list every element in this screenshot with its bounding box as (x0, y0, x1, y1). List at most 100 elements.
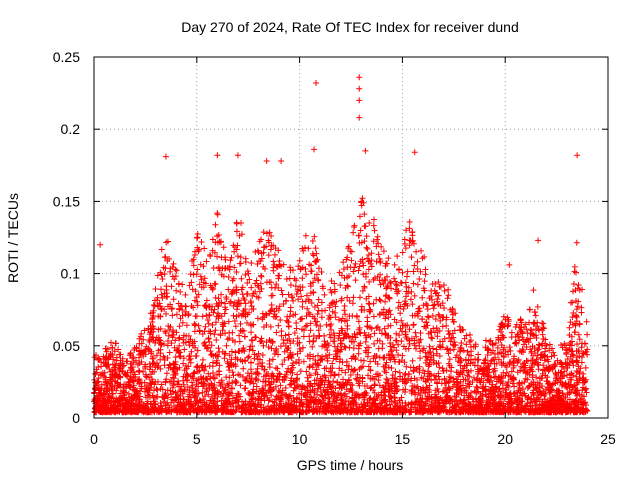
data-point (263, 339, 270, 346)
data-point (508, 368, 515, 375)
data-point (141, 327, 148, 334)
data-point (333, 356, 340, 363)
data-point (166, 349, 173, 356)
data-point (209, 321, 216, 328)
data-point (530, 392, 537, 399)
data-point (208, 284, 215, 291)
data-point (338, 367, 345, 374)
data-point (387, 404, 394, 411)
data-point (572, 313, 579, 320)
data-point (355, 267, 362, 274)
data-point (429, 335, 436, 342)
data-point (364, 255, 371, 262)
data-point (235, 391, 242, 398)
data-point (238, 275, 245, 282)
data-point (380, 392, 387, 399)
data-point (102, 345, 109, 352)
data-point (530, 352, 537, 359)
data-point (113, 372, 120, 379)
data-point (388, 407, 395, 414)
data-point (455, 373, 462, 380)
data-point (285, 365, 292, 372)
data-point (163, 283, 170, 290)
data-point (190, 256, 197, 263)
data-point (367, 367, 374, 374)
data-point (257, 272, 264, 279)
data-point (294, 382, 301, 388)
data-point (517, 367, 524, 374)
data-point (318, 378, 325, 385)
data-point (222, 300, 229, 307)
data-point (573, 381, 580, 388)
data-point (512, 339, 519, 346)
data-point (311, 389, 318, 396)
data-point (344, 274, 351, 281)
data-point (239, 373, 246, 380)
data-point (271, 251, 278, 258)
data-point (299, 298, 306, 305)
data-point (487, 337, 494, 344)
data-point (171, 364, 178, 371)
data-point (284, 345, 291, 352)
data-point (221, 404, 228, 411)
data-point (364, 353, 371, 360)
data-point (249, 347, 256, 354)
data-point (170, 260, 177, 267)
data-point (226, 352, 233, 359)
data-point (540, 367, 547, 374)
data-point (544, 399, 551, 406)
data-point (215, 391, 222, 398)
data-point (377, 297, 384, 304)
data-point (201, 245, 208, 252)
data-point (338, 272, 345, 279)
data-point (480, 409, 487, 416)
chart-title: Day 270 of 2024, Rate Of TEC Index for r… (181, 19, 518, 35)
data-point (420, 367, 427, 374)
data-point (330, 330, 337, 337)
data-point (362, 338, 369, 345)
data-point (211, 404, 218, 411)
data-point (371, 227, 378, 234)
data-point (523, 337, 530, 344)
data-point (234, 356, 241, 363)
data-point (242, 271, 249, 278)
data-point (253, 293, 260, 300)
data-point (214, 233, 221, 240)
data-point (208, 351, 215, 358)
data-point (427, 348, 434, 355)
data-point (382, 311, 389, 318)
data-point (238, 398, 245, 405)
data-point (366, 219, 373, 226)
data-point (324, 355, 331, 362)
data-point (231, 248, 238, 255)
data-point (298, 390, 305, 397)
data-point (332, 314, 339, 321)
data-point (352, 277, 359, 284)
data-point (283, 368, 290, 375)
data-point (401, 240, 408, 247)
data-point (498, 393, 505, 400)
data-point (234, 403, 241, 410)
data-point (169, 273, 176, 280)
data-point (128, 401, 135, 408)
data-point (538, 405, 545, 412)
data-point (457, 397, 464, 404)
data-point (514, 359, 521, 366)
data-point (237, 382, 244, 389)
data-point (315, 265, 322, 272)
data-point (252, 280, 259, 287)
data-point (244, 279, 251, 286)
data-point (416, 305, 423, 312)
data-point (190, 262, 197, 269)
data-point (240, 365, 247, 372)
data-point (268, 392, 275, 399)
data-point (315, 327, 322, 334)
data-point (303, 292, 310, 299)
data-point (541, 357, 548, 364)
data-point (212, 327, 219, 334)
data-point (250, 380, 257, 387)
data-point (279, 376, 286, 383)
data-point (491, 360, 498, 367)
data-point (146, 337, 153, 344)
data-point (167, 323, 174, 330)
